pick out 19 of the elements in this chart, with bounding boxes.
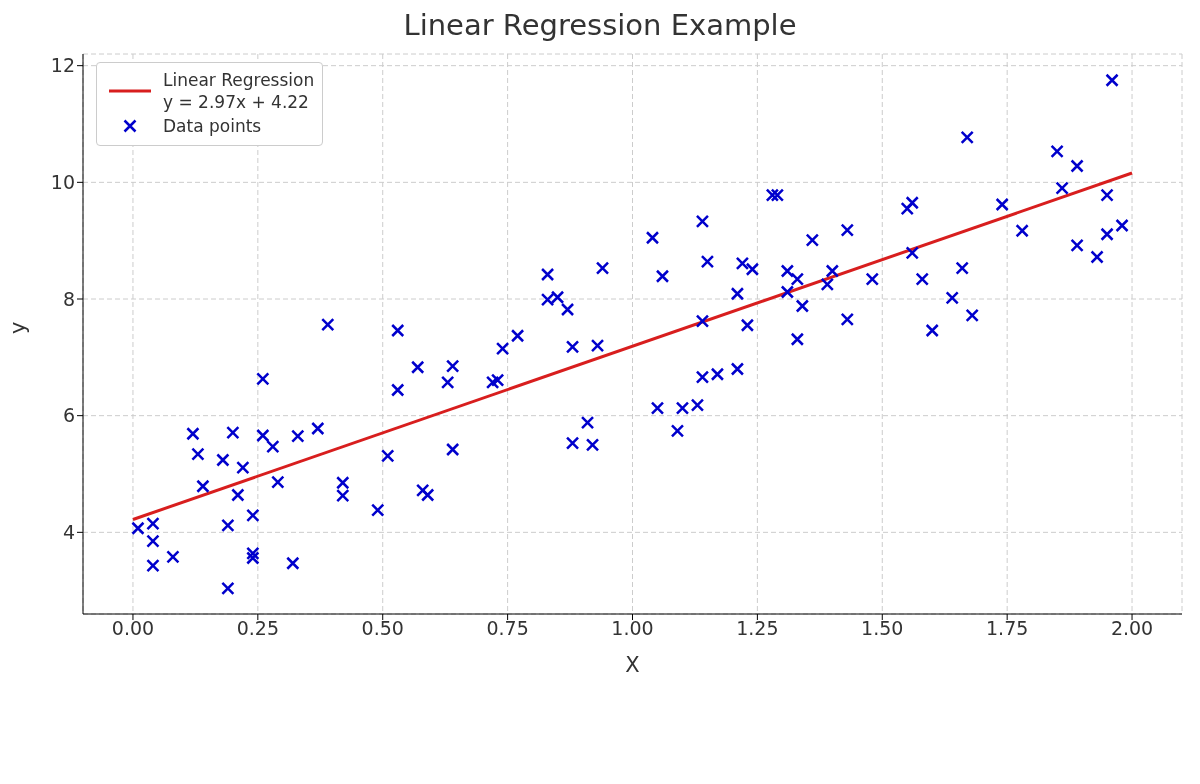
x-tick-label: 0.50: [361, 617, 404, 640]
y-tick-label: 8: [62, 287, 75, 310]
x-tick-label: 1.50: [861, 617, 904, 640]
y-tick-label: 12: [50, 54, 75, 77]
chart-title: Linear Regression Example: [402, 8, 798, 44]
y-tick-label: 6: [62, 404, 75, 427]
y-tick-label: 10: [50, 171, 75, 194]
x-tick-label: 1.25: [736, 617, 779, 640]
y-tick-label: 4: [62, 521, 75, 544]
x-tick-label: 0.00: [111, 617, 155, 640]
x-tick-label: 1.75: [986, 617, 1029, 640]
x-axis-title: X: [625, 653, 640, 677]
x-tick-label: 1.00: [611, 617, 654, 640]
legend-label: Data points: [163, 115, 262, 137]
x-tick-label: 0.25: [236, 617, 279, 640]
x-tick-label: 2.00: [1110, 617, 1154, 640]
legend-label: Linear Regression y = 2.97x + 4.22: [163, 69, 315, 113]
y-axis-title: y: [6, 321, 31, 334]
x-tick-label: 0.75: [486, 617, 529, 640]
